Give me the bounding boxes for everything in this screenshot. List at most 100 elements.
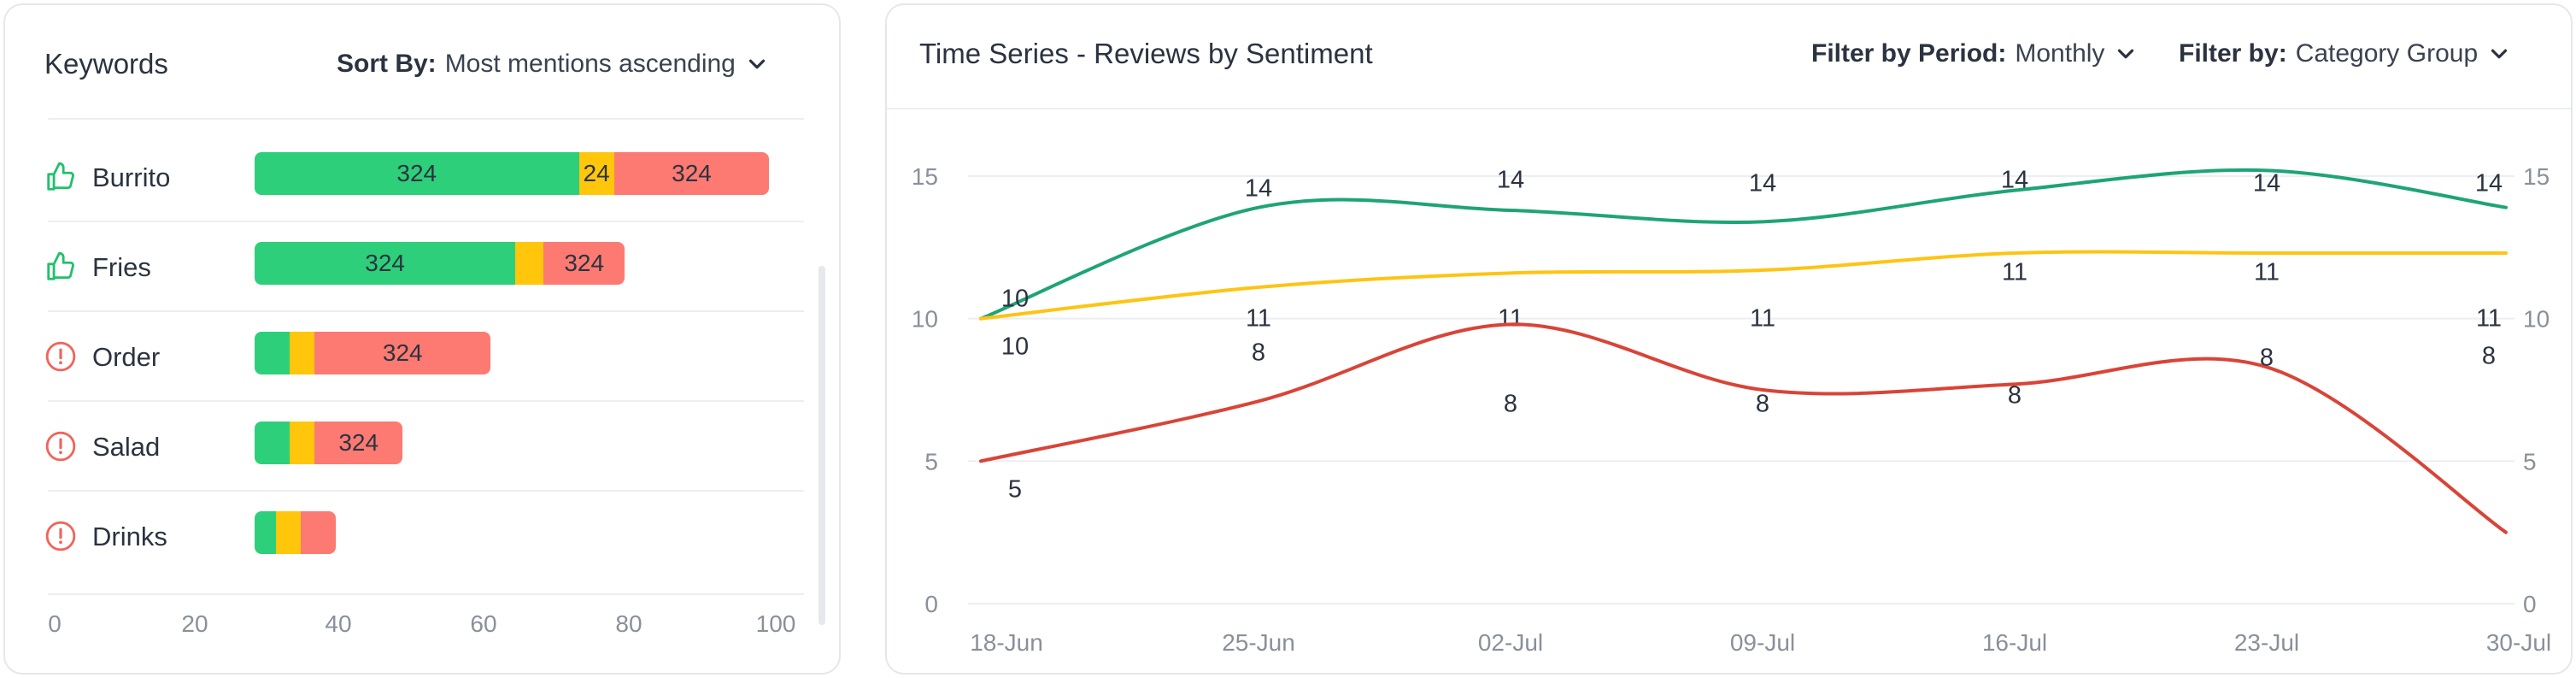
x-tick-label: 30-Jul: [2486, 629, 2551, 656]
axis-divider: [48, 593, 804, 595]
thumbs-up-icon: [44, 161, 77, 193]
sort-dropdown[interactable]: Sort By: Most mentions ascending: [337, 50, 770, 79]
x-tick-label: 02-Jul: [1478, 629, 1543, 656]
timeseries-title: Time Series - Reviews by Sentiment: [919, 38, 1373, 69]
data-label: 14: [1749, 169, 1776, 197]
data-label: 14: [2253, 169, 2280, 197]
series-line-1: [979, 168, 2508, 321]
keyword-sentiment-bar[interactable]: 324 24 324: [255, 152, 770, 195]
y-tick-label-right: 10: [2523, 306, 2550, 333]
category-filter-value: Category Group: [2295, 39, 2479, 68]
x-tick-label: 09-Jul: [1730, 629, 1795, 656]
timeseries-chart: 0 0 5 5 10 10 15 15 18-Jun 25-Jun 02-Jul 09-Jul 16-J…: [912, 163, 2551, 656]
data-label: 14: [2475, 169, 2503, 197]
y-tick-label-right: 5: [2523, 448, 2537, 475]
data-label: 8: [1252, 339, 1265, 366]
row-divider: [48, 490, 804, 492]
data-label: 8: [2008, 381, 2021, 409]
neutral-segment: [515, 242, 544, 285]
negative-segment: 324: [613, 152, 770, 195]
keywords-divider: [48, 118, 804, 120]
series-line-2: [979, 250, 2508, 321]
data-label: 10: [1001, 286, 1029, 313]
keyword-sentiment-bar[interactable]: 324: [255, 332, 491, 374]
keyword-row-burrito[interactable]: Burrito 324 24 324: [44, 152, 813, 203]
keyword-row-order[interactable]: Order 324: [44, 332, 813, 383]
keyword-row-fries[interactable]: Fries 324 324: [44, 242, 813, 293]
keyword-sentiment-bar[interactable]: 324: [255, 422, 403, 464]
row-divider: [48, 400, 804, 402]
positive-segment: [255, 332, 290, 374]
axis-tick-label: 100: [755, 610, 796, 637]
keyword-label: Order: [92, 342, 161, 372]
keyword-label: Burrito: [92, 162, 171, 192]
period-filter-value: Monthly: [2015, 39, 2105, 68]
data-label: 11: [2002, 258, 2027, 286]
data-label: 8: [1504, 390, 1517, 417]
data-label: 11: [2476, 304, 2502, 332]
axis-tick-label: 40: [325, 610, 352, 637]
negative-segment: 324: [543, 242, 625, 285]
y-tick-label-right: 15: [2523, 163, 2550, 190]
y-tick-label-left: 5: [924, 448, 938, 475]
x-tick-label: 18-Jun: [970, 629, 1043, 656]
data-label: 8: [2260, 344, 2274, 371]
keywords-card: Keywords Sort By: Most mentions ascendin…: [3, 3, 841, 675]
negative-segment: [300, 511, 336, 554]
scrollbar[interactable]: [819, 266, 825, 625]
category-filter-label: Filter by:: [2179, 39, 2287, 68]
sort-value: Most mentions ascending: [444, 50, 736, 78]
alert-circle-icon: [44, 340, 77, 373]
keyword-label: Drinks: [92, 522, 167, 551]
positive-segment: 324: [255, 242, 516, 285]
axis-tick-label: 80: [615, 610, 643, 637]
data-label: 14: [2001, 166, 2028, 193]
positive-segment: [255, 422, 290, 464]
y-tick-label-left: 15: [912, 163, 938, 190]
data-label: 8: [1756, 390, 1769, 417]
data-label: 10: [1001, 333, 1029, 361]
chevron-down-icon: [2491, 49, 2508, 59]
keyword-label: Salad: [92, 432, 161, 462]
data-label: 14: [1497, 166, 1524, 193]
x-tick-label: 23-Jul: [2234, 629, 2299, 656]
row-divider: [48, 221, 804, 222]
period-filter-dropdown[interactable]: Filter by Period: Monthly: [1811, 39, 2139, 68]
keyword-sentiment-bar[interactable]: 324 324: [255, 242, 625, 285]
chevron-down-icon: [2118, 49, 2134, 59]
keyword-sentiment-bar[interactable]: [255, 511, 336, 554]
data-label: 5: [1008, 475, 1022, 503]
axis-tick-label: 0: [48, 610, 62, 637]
data-label: 11: [1750, 304, 1775, 332]
x-tick-label: 16-Jul: [1982, 629, 2047, 656]
data-label: 11: [1498, 304, 1523, 332]
sort-label: Sort By:: [337, 50, 437, 78]
negative-segment: 324: [314, 332, 491, 374]
y-tick-label-right: 0: [2523, 591, 2537, 617]
neutral-segment: 24: [578, 152, 614, 195]
data-label: 11: [1246, 304, 1271, 332]
data-label: 14: [1245, 174, 1272, 202]
positive-segment: [255, 511, 276, 554]
neutral-segment: [275, 511, 301, 554]
keyword-row-salad[interactable]: Salad 324: [44, 422, 813, 473]
period-filter-label: Filter by Period:: [1811, 39, 2007, 68]
keywords-title: Keywords: [44, 48, 168, 80]
timeseries-card: Time Series - Reviews by Sentiment Filte…: [885, 3, 2573, 675]
y-tick-label-left: 0: [924, 591, 938, 617]
data-label: 8: [2482, 342, 2496, 369]
negative-segment: 324: [314, 422, 403, 464]
series-line-3: [979, 322, 2508, 534]
neutral-segment: [290, 422, 315, 464]
category-filter-dropdown[interactable]: Filter by: Category Group: [2179, 39, 2512, 68]
thumbs-up-icon: [44, 251, 77, 283]
neutral-segment: [290, 332, 315, 374]
axis-tick-label: 20: [181, 610, 208, 637]
axis-tick-label: 60: [470, 610, 497, 637]
chevron-down-icon: [748, 59, 765, 69]
timeseries-header-divider: [887, 108, 2571, 109]
keyword-label: Fries: [92, 252, 151, 282]
alert-circle-icon: [44, 430, 77, 463]
alert-circle-icon: [44, 520, 77, 552]
keyword-row-drinks[interactable]: Drinks: [44, 511, 813, 563]
